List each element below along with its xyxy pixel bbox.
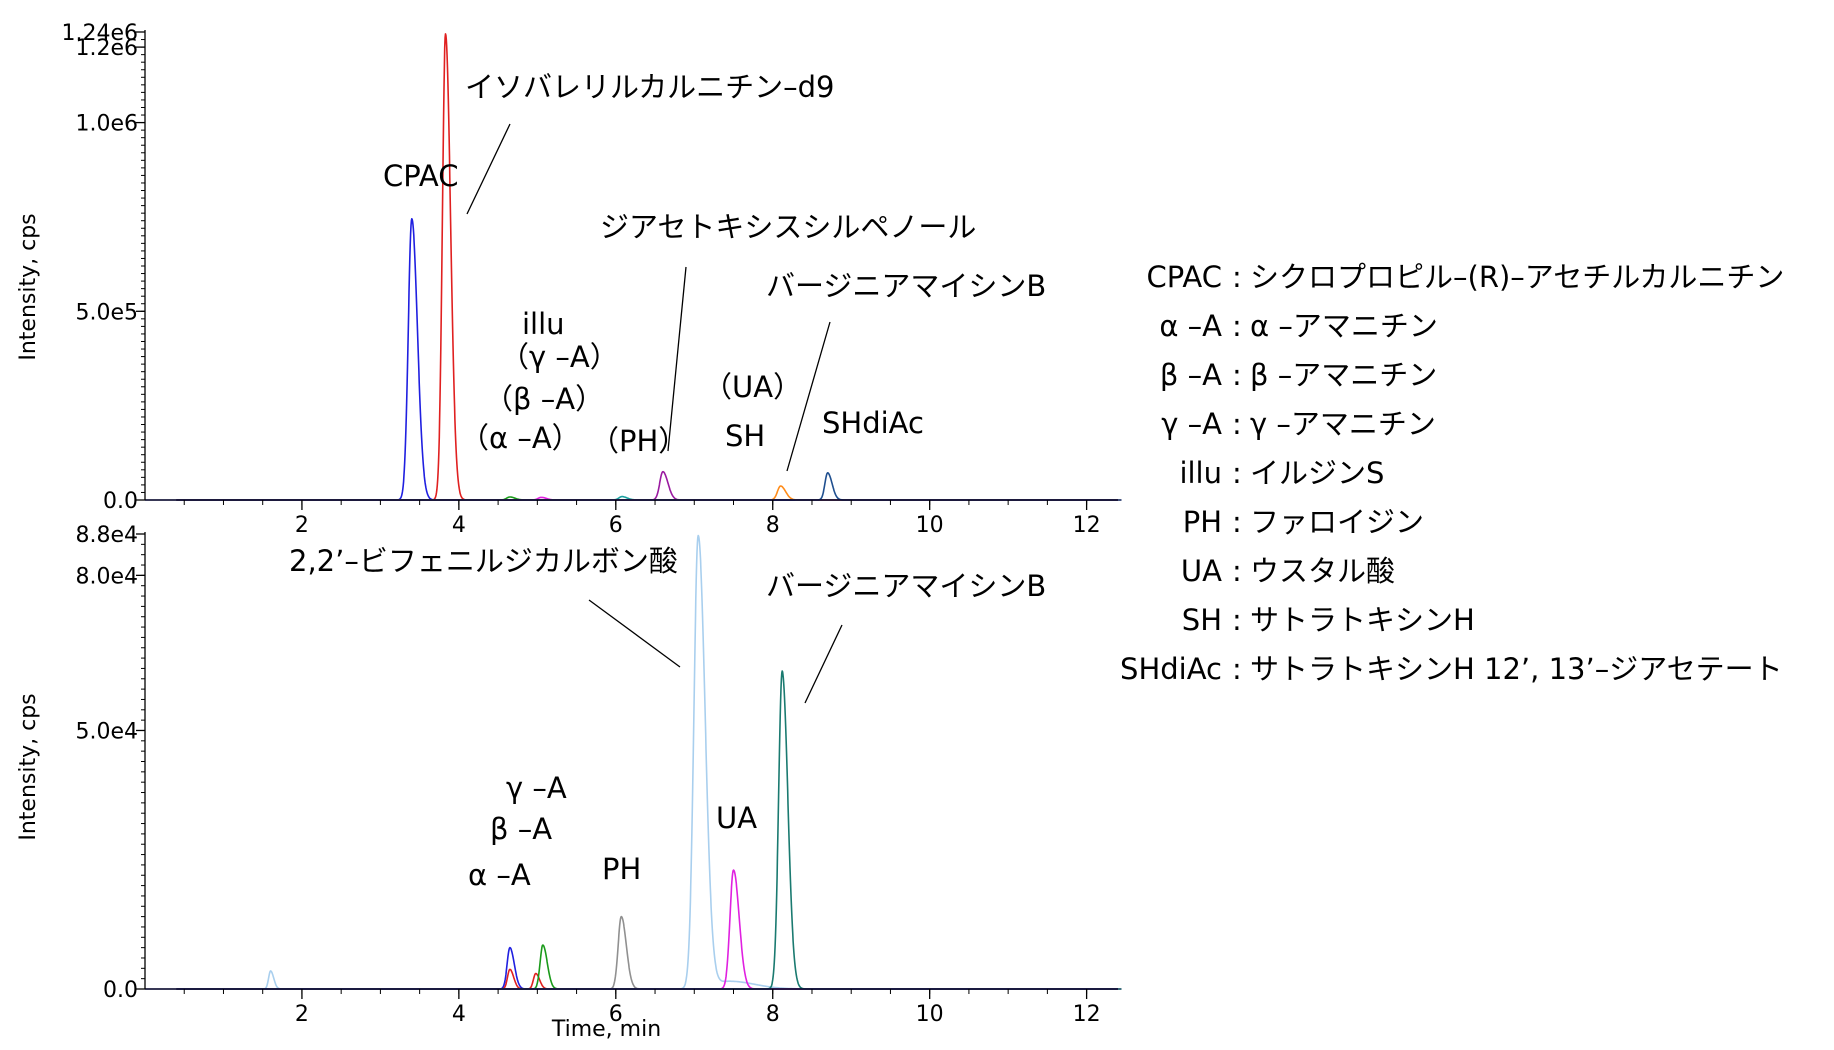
series-trace xyxy=(176,944,1122,990)
peak-annotation: （UA） xyxy=(703,370,802,404)
peak-annotation: （α –A） xyxy=(460,421,581,455)
x-tick-label: 4 xyxy=(452,513,466,538)
x-tick-label: 6 xyxy=(609,1002,623,1027)
legend-abbreviation: γ –A xyxy=(1161,407,1222,441)
legend-separator: : xyxy=(1232,260,1242,294)
legend-compound-name: γ –アマニチン xyxy=(1250,407,1436,441)
series-trace xyxy=(176,670,1122,990)
series-trace xyxy=(176,485,1122,501)
y-tick-label: 1.0e6 xyxy=(75,112,138,137)
x-tick-label: 4 xyxy=(452,1002,466,1027)
x-tick-label: 8 xyxy=(766,513,780,538)
x-tick-label: 2 xyxy=(295,513,309,538)
peak-annotation: γ –A xyxy=(506,771,567,805)
bottom-chromatogram-panel: 0.0 5.0e4 8.0e4 8.8e4 2 4 6 8 10 12 Intensity, cps… xyxy=(16,523,1122,1042)
peak-annotation: バージニアマイシンB xyxy=(766,569,1046,603)
y-tick-label: 8.0e4 xyxy=(75,564,138,589)
legend-separator: : xyxy=(1232,603,1242,637)
peak-annotation: （γ –A） xyxy=(500,340,619,374)
y-axis-label: Intensity, cps xyxy=(16,693,41,840)
annotation-leader-line xyxy=(466,123,511,215)
y-tick-label: 5.0e4 xyxy=(75,719,138,744)
peak-annotation: SH xyxy=(725,419,765,453)
annotation-leader-line xyxy=(804,624,843,704)
legend-abbreviation: α –A xyxy=(1159,309,1222,343)
x-tick-label: 12 xyxy=(1073,1002,1101,1027)
series-trace xyxy=(176,472,1122,501)
legend-compound-name: イルジンS xyxy=(1250,456,1384,490)
peak-annotation: 2,2’–ビフェニルジカルボン酸 xyxy=(289,544,678,578)
peak-annotation: ジアセトキシスシルペノール xyxy=(600,210,976,244)
legend-separator: : xyxy=(1232,554,1242,588)
legend-compound-name: サトラトキシンH 12’, 13’–ジアセテート xyxy=(1250,652,1783,686)
y-tick-label: 0.0 xyxy=(103,489,138,514)
y-tick-label: 8.8e4 xyxy=(75,523,138,548)
peak-annotation: β –A xyxy=(490,812,552,846)
annotation-leader-line xyxy=(667,266,687,452)
legend-compound-name: ウスタル酸 xyxy=(1250,554,1395,588)
legend-abbreviation: SH xyxy=(1182,603,1222,637)
legend-compound-name: サトラトキシンH xyxy=(1250,603,1475,637)
legend-separator: : xyxy=(1232,407,1242,441)
x-tick-label: 10 xyxy=(916,1002,944,1027)
y-tick-label: 5.0e5 xyxy=(75,300,138,325)
peak-annotation: PH xyxy=(602,852,641,886)
y-axis-label: Intensity, cps xyxy=(16,213,41,360)
legend-separator: : xyxy=(1232,505,1242,539)
peak-annotation: UA xyxy=(716,801,757,835)
y-tick-label: 1.2e6 xyxy=(75,36,138,61)
legend-abbreviation: UA xyxy=(1181,554,1222,588)
legend-separator: : xyxy=(1232,358,1242,392)
x-tick-label: 10 xyxy=(916,513,944,538)
legend-abbreviation: PH xyxy=(1183,505,1222,539)
x-tick-label: 6 xyxy=(609,513,623,538)
peak-annotation: イソバレリルカルニチン–d9 xyxy=(465,70,835,104)
series-trace xyxy=(176,534,1122,990)
x-axis-label: Time, min xyxy=(551,1017,661,1042)
x-tick-label: 12 xyxy=(1073,513,1101,538)
x-tick-label: 2 xyxy=(295,1002,309,1027)
legend-compound-name: シクロプロピル–(R)–アセチルカルニチン xyxy=(1250,260,1784,294)
legend-compound-name: ファロイジン xyxy=(1250,505,1424,539)
series-trace xyxy=(176,946,1122,990)
series-trace xyxy=(176,470,1122,501)
peak-annotation: （PH） xyxy=(590,424,687,458)
series-trace xyxy=(176,869,1122,990)
peak-annotation: illu xyxy=(522,307,565,341)
peak-annotation: バージニアマイシンB xyxy=(766,269,1046,303)
peak-annotation: SHdiAc xyxy=(822,406,924,440)
legend-abbreviation: CPAC xyxy=(1147,260,1222,294)
series-trace xyxy=(176,968,1122,990)
peak-annotation: （β –A） xyxy=(484,382,604,416)
legend-separator: : xyxy=(1232,309,1242,343)
legend-abbreviation: β –A xyxy=(1160,358,1222,392)
x-tick-label: 8 xyxy=(766,1002,780,1027)
peak-annotation: CPAC xyxy=(383,159,458,193)
peak-annotation: α –A xyxy=(468,858,531,892)
legend-separator: : xyxy=(1232,456,1242,490)
y-tick-label: 1.24e6 xyxy=(61,21,138,46)
series-trace xyxy=(176,915,1122,990)
annotation-leader-line xyxy=(588,599,681,668)
legend-abbreviation: illu xyxy=(1179,456,1222,490)
legend-compound-name: β –アマニチン xyxy=(1250,358,1437,392)
y-tick-label: 0.0 xyxy=(103,978,138,1003)
legend-separator: : xyxy=(1232,652,1242,686)
legend-compound-name: α –アマニチン xyxy=(1250,309,1438,343)
annotation-leader-line xyxy=(786,321,831,472)
legend-abbreviation: SHdiAc xyxy=(1120,652,1222,686)
